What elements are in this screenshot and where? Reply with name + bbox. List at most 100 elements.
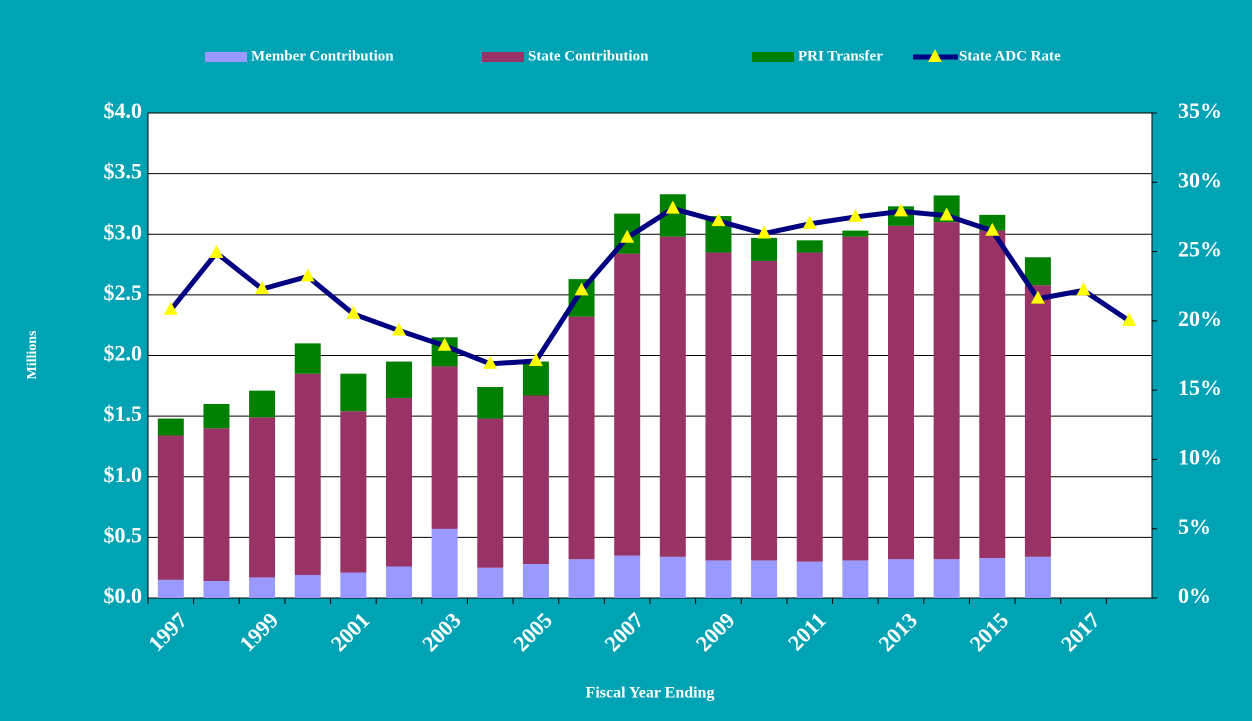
bar-segment <box>340 373 367 412</box>
marker <box>939 207 954 221</box>
bar-segment <box>568 559 595 598</box>
bar-segment <box>386 566 412 598</box>
x-tick-label: 2003 <box>417 607 466 656</box>
line <box>168 205 1131 367</box>
bar-segment <box>203 404 230 429</box>
bar-segment <box>157 579 184 598</box>
y-tick-label: $0.0 <box>104 583 143 608</box>
x-tick-label: 2013 <box>873 607 922 656</box>
bar-segment <box>386 361 412 398</box>
bar-segment <box>294 574 321 598</box>
bar-segment <box>933 559 960 598</box>
bar-segment <box>522 395 549 565</box>
bar-segment <box>933 222 960 560</box>
marker <box>802 215 817 229</box>
legend-label: State Contribution <box>528 48 649 64</box>
legend-label: PRI Transfer <box>798 48 883 64</box>
marker <box>757 225 772 239</box>
y2-tick-label: 5% <box>1178 514 1211 539</box>
legend-swatch <box>752 52 794 62</box>
bar-segment <box>659 556 686 598</box>
bar-segment <box>705 252 732 561</box>
bar-segment <box>1024 556 1051 598</box>
y2-tick-label: 35% <box>1178 98 1222 123</box>
bar-segment <box>477 418 504 568</box>
x-axis-label: Fiscal Year Ending <box>586 685 715 702</box>
bar-segment <box>522 361 549 396</box>
x-tick-label: 2009 <box>691 607 740 656</box>
bar-segment <box>157 418 184 436</box>
bar-segment <box>249 390 276 418</box>
x-tick-label: 2007 <box>599 607 648 656</box>
bar-segment <box>477 567 504 598</box>
bar-segment <box>1024 257 1051 286</box>
bar-segment <box>705 560 732 598</box>
y-axis-label: Millions <box>25 330 40 380</box>
marker <box>665 200 680 214</box>
bar-segment <box>842 560 869 598</box>
x-tick-label: 1997 <box>143 607 192 656</box>
bar-segment <box>340 572 367 598</box>
bar-segment <box>203 581 230 598</box>
y2-tick-label: 25% <box>1178 237 1222 262</box>
marker <box>209 244 224 258</box>
bar-segment <box>1024 285 1051 557</box>
legend-label: State ADC Rate <box>959 48 1061 64</box>
y2-tick-label: 0% <box>1178 583 1211 608</box>
marker <box>483 355 498 369</box>
y-tick-label: $2.5 <box>104 280 143 305</box>
y-tick-label: $4.0 <box>104 98 143 123</box>
bar-segment <box>249 577 276 598</box>
bar-segment <box>157 435 184 580</box>
marker <box>894 203 908 217</box>
x-tick-label: 2011 <box>783 607 831 655</box>
y-tick-label: $3.0 <box>104 219 143 244</box>
bar-segment <box>386 397 412 567</box>
marker <box>1076 282 1091 296</box>
bar-segment <box>522 564 549 598</box>
x-tick-label: 2017 <box>1056 607 1105 656</box>
legend-label: Member Contribution <box>251 48 394 64</box>
bar-segment <box>431 528 458 598</box>
marker <box>163 301 178 315</box>
bar-segment <box>294 373 321 575</box>
x-tick-label: 2001 <box>326 607 375 656</box>
x-tick-label: 2015 <box>965 607 1014 656</box>
y-tick-label: $1.5 <box>104 401 143 426</box>
bar-segment <box>751 237 778 261</box>
bar-segment <box>568 316 595 560</box>
bar-segment <box>842 236 869 561</box>
marker <box>346 305 361 319</box>
marker <box>1122 312 1137 326</box>
bar-segment <box>979 557 1006 598</box>
bar-segment <box>477 387 504 419</box>
marker <box>528 353 543 367</box>
legend-marker <box>928 49 942 62</box>
bar-segment <box>203 428 230 582</box>
x-tick-label: 1999 <box>234 607 283 656</box>
y-tick-label: $1.0 <box>104 462 143 487</box>
marker <box>1030 290 1045 304</box>
bar-segment <box>614 253 641 556</box>
legend-swatch <box>205 52 247 62</box>
marker <box>848 208 863 222</box>
bar-segment <box>842 230 869 237</box>
y2-tick-label: 15% <box>1178 375 1222 400</box>
bar-segment <box>796 240 823 253</box>
bar-segment <box>888 559 914 598</box>
y2-tick-label: 30% <box>1178 167 1222 192</box>
bar-segment <box>659 236 686 557</box>
marker <box>574 282 589 296</box>
bar-segment <box>751 560 778 598</box>
bar-segment <box>340 411 367 573</box>
y-tick-label: $0.5 <box>104 522 143 547</box>
marker <box>985 222 1000 236</box>
y2-tick-label: 10% <box>1178 444 1222 469</box>
bar-segment <box>796 561 823 598</box>
bar-segment <box>249 417 276 578</box>
bar-segment <box>751 260 778 561</box>
bar-segment <box>294 343 321 374</box>
marker <box>255 280 270 294</box>
